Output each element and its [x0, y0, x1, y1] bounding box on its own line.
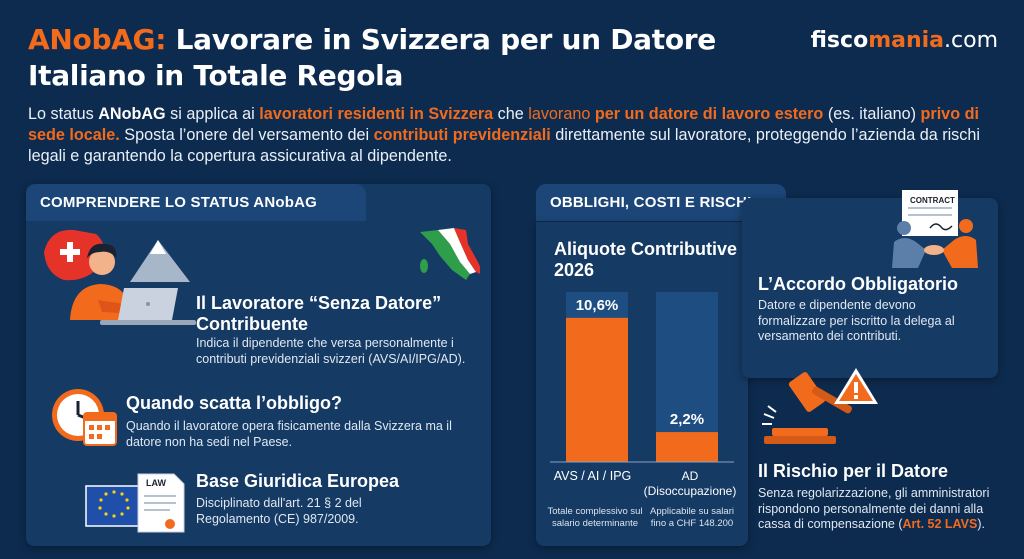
intro-paragraph: Lo status ANobAG si applica ai lavorator…	[28, 104, 1003, 167]
clock-calendar-illustration	[52, 389, 117, 446]
intro-s5: che	[493, 105, 529, 123]
title-accent: ANobAG:	[28, 23, 167, 56]
intro-s4: lavoratori residenti in Svizzera	[259, 105, 494, 123]
chart-title: Aliquote Contributive 2026	[554, 239, 737, 280]
agreement-text: Datore e dipendente devono formalizzare …	[758, 298, 955, 343]
item3-title: Base Giuridica Europea	[196, 471, 400, 491]
item1-title: Il Lavoratore “Senza Datore” Contribuent…	[196, 293, 442, 334]
page-title: ANobAG: Lavorare in Svizzera per un Dato…	[28, 22, 728, 94]
warning-icon	[834, 368, 878, 404]
brand-logo: fiscomania.com	[811, 28, 998, 53]
bar-note-2: Applicabile su salari fino a CHF 148.200	[650, 506, 734, 529]
intro-s11: Sposta l’onere del versamento dei	[119, 126, 374, 144]
intro-s10: privo di sede locale.	[28, 105, 979, 144]
risk-title: Il Rischio per il Datore	[758, 461, 949, 481]
worker-icon	[70, 243, 196, 325]
brand-part-1: fisco	[810, 28, 869, 53]
eu-law-illustration	[85, 473, 185, 533]
italy-map-icon	[420, 228, 480, 280]
intro-s6: lavorano	[528, 105, 591, 123]
risk-text: Senza regolarizzazione, gli amministrato…	[758, 486, 998, 533]
contribution-chart: 10,6% 2,2%	[550, 292, 734, 463]
worker-illustration	[44, 228, 480, 325]
risk-text-body: Senza regolarizzazione, gli amministrato…	[758, 486, 990, 531]
bar-2	[656, 432, 718, 462]
mountain-icon	[130, 240, 190, 282]
bar-label-2: AD (Disoccupazione)	[643, 469, 737, 498]
item2-title: Quando scatta l’obbligo?	[126, 393, 342, 413]
calendar-icon	[83, 412, 117, 446]
risk-ref: Art. 52 LAVS	[902, 517, 978, 531]
intro-s12: contributi previdenziali	[373, 126, 551, 144]
eu-flag-icon	[85, 485, 143, 527]
bar-value-label-2: 2,2%	[670, 411, 704, 428]
brand-part-2: mania	[868, 28, 945, 53]
item1-text: Indica il dipendente che versa personalm…	[196, 336, 466, 366]
bar-label-1: AVS / AI / IPG	[553, 469, 632, 483]
intro-s8: per un datore di lavoro estero	[594, 105, 824, 123]
intro-s9: (es. italiano)	[823, 105, 921, 123]
law-label: LAW	[146, 478, 166, 488]
item2-text: Quando il lavoratore opera fisicamente d…	[126, 419, 452, 449]
intro-s3: si applica ai	[165, 105, 260, 123]
contract-handshake-illustration	[892, 190, 978, 268]
intro-s2: ANobAG	[98, 105, 166, 123]
gavel-warning-illustration	[762, 368, 878, 444]
intro-s13: direttamente sul lavoratore, proteggendo…	[28, 126, 980, 165]
agreement-title: L’Accordo Obbligatorio	[758, 274, 959, 294]
brand-part-3: .com	[944, 28, 998, 53]
gavel-icon	[762, 372, 852, 444]
title-rest: Lavorare in Svizzera per un Datore Itali…	[28, 23, 716, 92]
contract-label: CONTRACT	[910, 196, 955, 205]
bar-note-1: Totale complessivo sul salario determina…	[547, 506, 643, 529]
item3-text: Disciplinato dall'art. 21 § 2 del Regola…	[196, 496, 362, 526]
left-panel-tab: COMPRENDERE LO STATUS ANobAG	[26, 184, 366, 221]
switzerland-flag-icon	[44, 229, 105, 281]
risk-end: ).	[977, 517, 985, 531]
law-document-icon	[137, 473, 185, 533]
bar-value-label-1: 10,6%	[576, 297, 619, 314]
contract-icon	[902, 190, 958, 236]
handshake-icon	[892, 219, 978, 268]
intro-s1: Lo status	[28, 105, 99, 123]
bar-1	[566, 317, 628, 462]
